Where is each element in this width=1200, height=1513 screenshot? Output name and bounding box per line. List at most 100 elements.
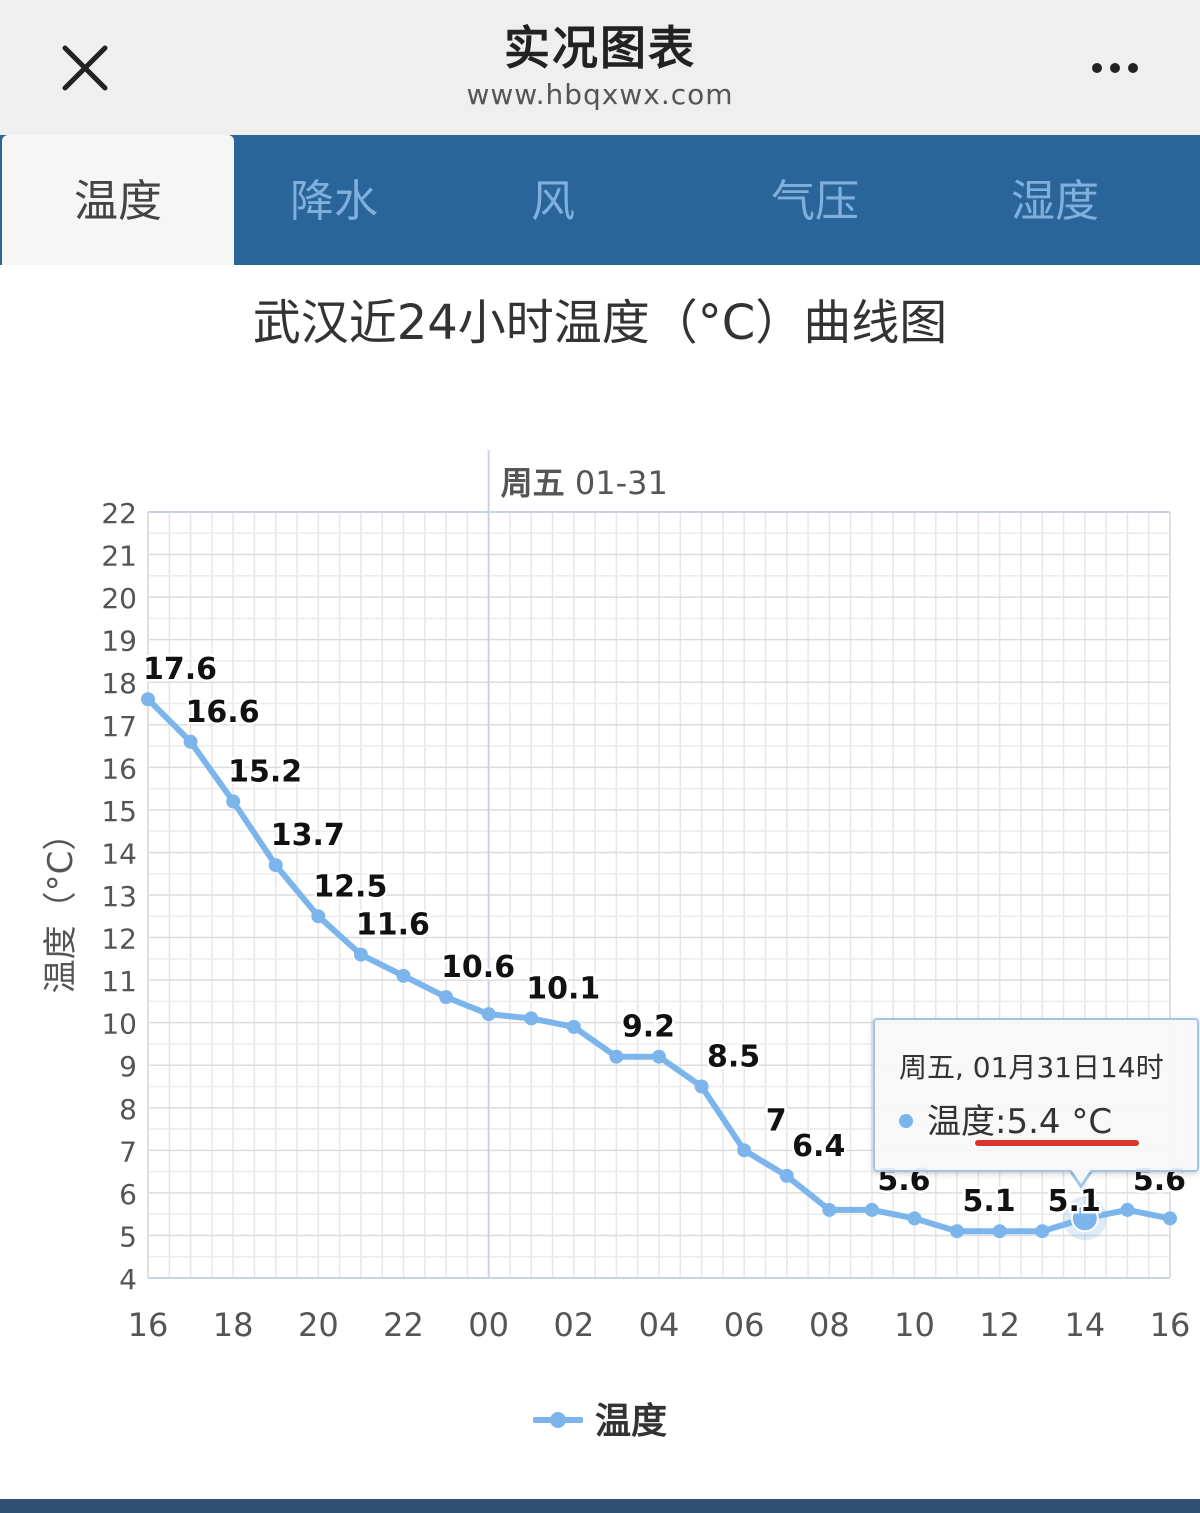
header-title-group: 实况图表 www.hbqxwx.com [0,18,1200,112]
y-tick-label: 14 [101,837,137,870]
data-point [950,1224,965,1239]
x-tick-label: 18 [213,1306,254,1344]
x-tick-label: 04 [639,1306,680,1344]
data-point [524,1011,539,1026]
tab-pressure[interactable]: 气压 [771,176,859,227]
data-point [1035,1224,1050,1239]
data-point [1120,1202,1135,1217]
data-label: 16.6 [186,695,260,730]
tab-temperature[interactable]: 温度 [2,135,234,265]
legend-line-symbol-icon [532,1412,583,1428]
data-label: 10.6 [441,950,515,985]
x-tick-label: 16 [1150,1306,1191,1344]
x-tick-label: 12 [979,1306,1020,1344]
x-tick-label: 20 [298,1306,339,1344]
data-point [183,734,198,749]
x-tick-label: 08 [809,1306,850,1344]
y-tick-label: 22 [101,497,137,530]
y-tick-label: 9 [119,1050,137,1083]
top-bar: 实况图表 www.hbqxwx.com [0,0,1200,135]
temperature-chart: 周五 01-31 4 5 6 7 8 9 10 11 12 13 14 15 16 17 18 19 20 21 22… [41,450,1191,1344]
y-tick-label: 11 [101,965,137,998]
data-point [141,692,155,707]
y-tick-label: 12 [101,923,137,956]
tab-precipitation[interactable]: 降水 [290,176,378,227]
y-tick-label: 15 [101,795,137,828]
data-label: 9.2 [622,1010,675,1045]
data-point [1163,1211,1177,1226]
y-tick-label: 18 [101,667,137,700]
data-point [311,909,326,924]
y-tick-label: 4 [119,1263,137,1296]
data-point [822,1202,837,1217]
data-point [226,794,241,809]
more-button[interactable] [1085,48,1145,88]
data-point [694,1079,709,1094]
x-tick-label: 16 [128,1306,169,1344]
x-tick-label: 06 [724,1306,765,1344]
page-title: 实况图表 [504,21,696,75]
tab-bar: 温度 降水 风 气压 湿度 [0,135,1200,265]
day-marker-label: 周五 01-31 [501,464,668,502]
data-label: 15.2 [228,754,302,789]
y-tick-label: 7 [119,1135,137,1168]
tab-humidity[interactable]: 湿度 [1011,176,1099,227]
chart-tooltip: 周五, 01月31日14时 温度:5.4 °C [873,1018,1199,1172]
data-point [481,1007,496,1022]
x-tick-label: 22 [383,1306,424,1344]
tooltip-pointer-inner [1068,1165,1094,1184]
data-point [609,1049,624,1064]
chart-legend[interactable]: 温度 [0,1392,1200,1444]
tooltip-series-label: 温度 [927,1102,995,1142]
y-tick-label: 8 [119,1093,137,1126]
data-label: 5.1 [963,1184,1016,1219]
y-tick-label: 5 [119,1220,137,1253]
y-tick-label: 16 [101,752,137,785]
tooltip-value: :5.4 °C [995,1102,1113,1142]
tab-wind[interactable]: 风 [531,176,575,227]
x-tick-label: 14 [1064,1306,1105,1344]
legend-label: 温度 [594,1401,667,1442]
x-tick-label: 10 [894,1306,935,1344]
y-tick-label: 17 [101,710,137,743]
tooltip-header: 周五, 01月31日14时 [899,1051,1164,1084]
highlighted-point [1070,1204,1099,1233]
data-point [779,1168,794,1183]
data-point [992,1224,1007,1239]
data-point [566,1019,581,1034]
y-tick-label: 21 [101,540,137,573]
data-label: 8.5 [707,1040,760,1075]
y-axis-title: 温度（°C） [41,817,81,994]
red-underline-annotation [975,1140,1139,1146]
data-label: 12.5 [313,869,387,904]
bottom-bar [0,1499,1200,1513]
x-tick-label: 00 [468,1306,509,1344]
data-point [439,990,454,1005]
y-tick-label: 6 [119,1178,137,1211]
data-point [907,1211,922,1226]
page-url: www.hbqxwx.com [466,78,734,111]
data-label: 10.1 [526,971,600,1006]
y-tick-label: 19 [101,625,137,658]
data-point [268,858,283,873]
data-label: 17.6 [143,652,217,687]
data-point [652,1049,666,1064]
data-label: 13.7 [271,818,345,853]
x-tick-label: 02 [553,1306,594,1344]
y-tick-label: 20 [101,582,137,615]
chart-title: 武汉近24小时温度（°C）曲线图 [252,295,948,351]
data-label: 11.6 [356,908,430,943]
data-point [396,968,411,983]
series-dot-icon [899,1113,913,1128]
close-button[interactable] [55,38,115,98]
data-point [737,1143,752,1158]
y-tick-label: 10 [101,1008,137,1041]
close-icon [62,45,108,91]
y-tick-label: 13 [101,880,137,913]
data-label: 7 [766,1103,787,1138]
data-label: 6.4 [792,1129,845,1164]
more-horizontal-icon [1092,63,1138,73]
tooltip-value-row: 温度:5.4 °C [899,1094,1112,1143]
data-label: 5.1 [1048,1184,1101,1219]
data-point [353,947,368,962]
